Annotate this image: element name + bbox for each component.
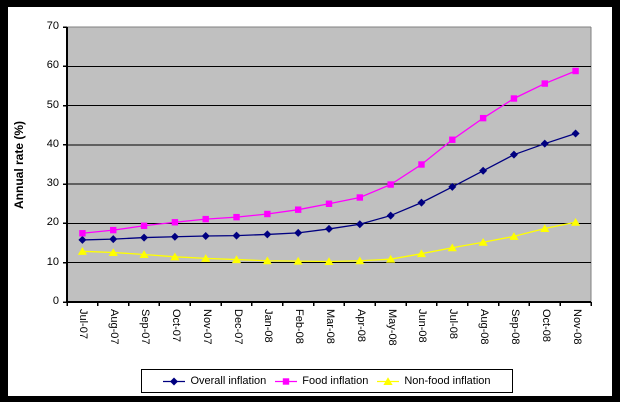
diamond-marker (232, 231, 241, 240)
diamond-marker (109, 235, 118, 244)
diamond-marker (325, 224, 333, 233)
square-marker (449, 136, 456, 143)
diamond-marker (417, 198, 426, 207)
x-tick-label: Dec-07 (231, 309, 244, 345)
x-tick-label: Oct-07 (169, 309, 182, 343)
x-tick-label: Sep-08 (508, 309, 521, 345)
square-marker (356, 194, 364, 201)
triangle-marker (478, 237, 488, 246)
plot-background (67, 27, 591, 302)
triangle-marker (416, 249, 427, 258)
square-marker (140, 222, 148, 229)
y-tick-label: 50 (46, 98, 59, 111)
overall-inflation-legend-marker-icon (163, 377, 186, 385)
triangle-marker (355, 256, 365, 265)
y-tick-label: 10 (46, 255, 59, 268)
x-tick-label: Nov-07 (200, 309, 213, 345)
square-marker (79, 230, 86, 237)
square-marker (387, 181, 394, 188)
series-non-food-inflation (77, 217, 581, 266)
y-tick-label: 20 (46, 216, 59, 229)
diamond-marker (509, 150, 518, 159)
diamond-marker (140, 233, 149, 242)
x-tick-label: Jul-08 (447, 309, 460, 339)
x-tick-label: Feb-08 (293, 309, 306, 344)
diamond-marker (540, 139, 549, 148)
triangle-marker (231, 255, 242, 264)
y-tick-label: 40 (46, 137, 59, 150)
diamond-marker (170, 232, 179, 241)
x-tick-label: Aug-07 (108, 309, 121, 345)
legend: Overall inflation Food inflation Non-foo… (141, 369, 513, 393)
diamond-marker (355, 220, 364, 229)
plot-area (63, 26, 592, 306)
diamond-marker (571, 129, 580, 138)
legend-item-non-food-inflation: Non-food inflation (377, 375, 491, 387)
x-tick-label: Apr-08 (354, 309, 367, 343)
square-marker (294, 206, 302, 213)
x-tick-label: Aug-08 (478, 309, 491, 345)
diamond-marker (201, 232, 210, 240)
square-marker (325, 200, 333, 207)
series-food-inflation (79, 67, 579, 237)
triangle-marker (170, 252, 180, 261)
square-marker (171, 219, 179, 226)
square-marker (572, 67, 579, 75)
square-marker (541, 80, 548, 87)
y-tick-label: 30 (46, 177, 59, 190)
food-inflation-legend-marker-icon (275, 377, 298, 385)
legend-label: Overall inflation (190, 375, 267, 387)
x-tick-label: Jan-08 (262, 309, 275, 343)
y-tick-label: 0 (52, 295, 59, 307)
diamond-marker (448, 182, 457, 191)
y-tick-label: 70 (46, 20, 59, 32)
triangle-marker (201, 254, 211, 262)
diamond-marker (386, 211, 395, 220)
legend-label: Food inflation (302, 375, 369, 387)
square-marker (479, 114, 487, 122)
x-tick-label: Mar-08 (324, 309, 336, 344)
triangle-marker (139, 250, 149, 258)
triangle-marker (324, 257, 334, 266)
diamond-marker (263, 230, 272, 239)
square-marker (202, 215, 209, 223)
square-marker (264, 210, 271, 218)
triangle-marker (540, 224, 550, 233)
legend-item-food-inflation: Food inflation (275, 375, 368, 387)
square-marker (418, 161, 425, 168)
x-tick-label: Nov-08 (570, 309, 583, 345)
x-tick-label: Jun-08 (416, 309, 429, 343)
triangle-marker (108, 248, 118, 256)
square-marker (233, 213, 240, 221)
triangle-marker (77, 247, 88, 255)
triangle-marker (570, 217, 581, 226)
legend-label: Non-food inflation (404, 375, 491, 387)
square-marker (110, 226, 117, 234)
triangle-marker (509, 232, 519, 240)
chart-canvas: Annual rate (%) 0 10 20 30 40 50 60 70 Jul-07 Au… (8, 7, 612, 396)
non-food-inflation-legend-marker-icon (377, 376, 400, 385)
triangle-marker (262, 256, 272, 265)
x-tick-label: Jul-07 (77, 309, 90, 339)
y-tick-label: 60 (46, 59, 59, 72)
triangle-marker (293, 256, 303, 265)
diamond-marker (294, 228, 303, 237)
diamond-marker (479, 166, 488, 175)
x-tick-label: Oct-08 (539, 309, 552, 343)
x-tick-label: Sep-07 (139, 309, 152, 345)
legend-item-overall-inflation: Overall inflation (163, 375, 266, 387)
diamond-marker (78, 235, 87, 244)
triangle-marker (386, 254, 396, 263)
triangle-marker (447, 243, 457, 252)
series-overall-inflation (78, 129, 580, 244)
x-tick-label: May-08 (385, 309, 398, 346)
square-marker (510, 95, 518, 102)
